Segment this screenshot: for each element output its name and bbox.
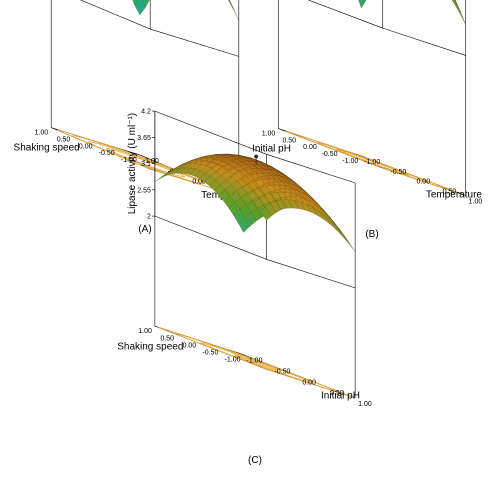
z-tick-label: 4.2	[141, 109, 151, 116]
box-bottom-back	[307, 0, 466, 56]
contour-line	[335, 148, 410, 176]
surface-patch	[337, 228, 350, 244]
surface-patch	[244, 212, 257, 227]
surface-patch	[213, 184, 226, 196]
z-tick-label: 3.65	[137, 135, 151, 142]
panel-caption: (A)	[138, 224, 151, 235]
surface-patch	[260, 206, 272, 221]
y-tick-label: 1.00	[138, 328, 152, 335]
x-tick-label: 1.00	[358, 401, 372, 408]
surface-patch	[229, 0, 239, 21]
surface	[358, 0, 466, 25]
surface-patch	[235, 186, 248, 198]
surface-patch	[455, 1, 466, 25]
y-tick-label: 1.00	[262, 131, 276, 138]
surface-patch	[189, 168, 201, 177]
surface-patch	[210, 171, 222, 181]
surface-patch	[154, 173, 167, 183]
surface-patch	[331, 221, 343, 237]
surface-patch	[142, 0, 150, 9]
y-tick-label: -1.00	[342, 158, 358, 165]
x-tick-label: -0.50	[274, 369, 290, 376]
peak-point	[254, 154, 259, 159]
surface-patch	[250, 208, 263, 222]
box-bottom-back	[154, 215, 356, 289]
y-tick-label: 0.00	[79, 143, 93, 150]
contour-line	[200, 342, 312, 383]
y-axis-label: Initial pH	[252, 143, 291, 154]
contour-line	[317, 142, 428, 183]
y-tick-label: -0.50	[322, 151, 338, 158]
y-axis-label: Shaking speed	[117, 342, 183, 353]
x-tick-label: 1.00	[469, 198, 483, 205]
y-tick-label: 0.50	[282, 137, 296, 144]
surface	[154, 153, 356, 252]
panel-caption: (B)	[365, 229, 378, 240]
surface-patch	[134, 0, 146, 16]
x-tick-label: -1.00	[247, 358, 263, 365]
surface-patch	[203, 176, 216, 186]
z-tick-label: 3.1	[141, 161, 151, 168]
surface-patch	[228, 0, 234, 10]
box-top-back	[154, 110, 356, 184]
surface-patch	[343, 235, 356, 252]
contour-line	[300, 136, 445, 189]
y-tick-label: 0.00	[183, 342, 197, 349]
surface-patch	[218, 189, 231, 202]
y-axis-label: Shaking speed	[14, 143, 80, 154]
x-tick-label: 0.00	[302, 379, 316, 386]
x-tick-label: -1.00	[364, 159, 380, 166]
x-tick-label: -0.50	[390, 169, 406, 176]
surface-patch	[455, 0, 457, 3]
x-axis-label: Temperature	[426, 190, 483, 201]
y-tick-label: 0.50	[57, 136, 71, 143]
y-tick-label: 0.00	[303, 144, 317, 151]
surface-patch	[132, 0, 138, 7]
z-axis-label: Lipase activity (U ml⁻¹)	[127, 113, 138, 214]
x-tick-label: 0.00	[192, 179, 206, 186]
x-tick-label: 0.50	[443, 189, 457, 196]
surface-patch	[358, 0, 367, 9]
surface-patch	[454, 0, 456, 2]
x-tick-label: 0.50	[330, 390, 344, 397]
x-tick-label: 0.00	[416, 179, 430, 186]
y-tick-label: -0.50	[202, 350, 218, 357]
y-tick-label: -0.50	[99, 150, 115, 157]
y-tick-label: 0.50	[160, 335, 174, 342]
surface-patch	[238, 217, 250, 233]
surface-patch	[229, 0, 235, 10]
contour-line	[233, 354, 280, 372]
surface-patch	[233, 209, 245, 224]
z-tick-label: 2.55	[137, 187, 151, 194]
contour-line	[105, 147, 186, 178]
contour-line	[87, 141, 204, 185]
panel-caption: (C)	[248, 455, 262, 466]
box-bottom-back	[79, 0, 239, 57]
z-tick-label: 2	[147, 214, 151, 221]
surface-patch	[451, 0, 455, 4]
x-axis-label: Initial pH	[321, 391, 360, 402]
y-tick-label: 1.00	[35, 130, 49, 137]
y-tick-label: -1.00	[225, 357, 241, 364]
contour-line	[176, 334, 336, 392]
x-tick-label: -1.00	[143, 158, 159, 165]
surface	[132, 0, 239, 21]
y-tick-label: -1.00	[121, 157, 137, 164]
